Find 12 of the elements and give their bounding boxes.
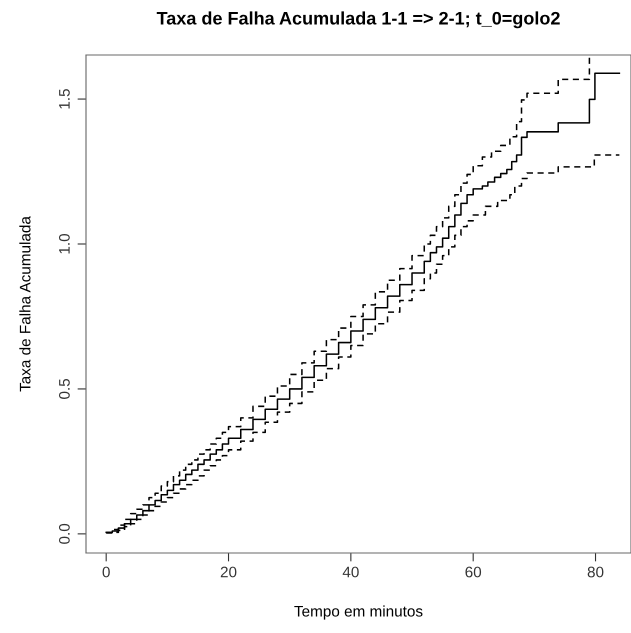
x-tick-label: 40 <box>342 566 359 578</box>
x-tick-label: 80 <box>588 566 604 578</box>
x-tick-label: 0 <box>102 566 110 578</box>
y-tick-label: 0.5 <box>58 378 70 399</box>
y-tick-label: 1.5 <box>59 89 70 109</box>
y-tick-label: 1.0 <box>58 234 70 254</box>
x-tick-label: 60 <box>465 566 482 578</box>
x-tick-label: 20 <box>220 566 236 578</box>
y-axis-title: Taxa de Falha Acumulada <box>19 216 31 392</box>
x-axis-title: Tempo em minutos <box>294 605 422 620</box>
y-tick-label: 0.0 <box>58 524 70 544</box>
chart-title: Taxa de Falha Acumulada 1-1 => 2-1; t_0=golo2 <box>156 11 560 28</box>
